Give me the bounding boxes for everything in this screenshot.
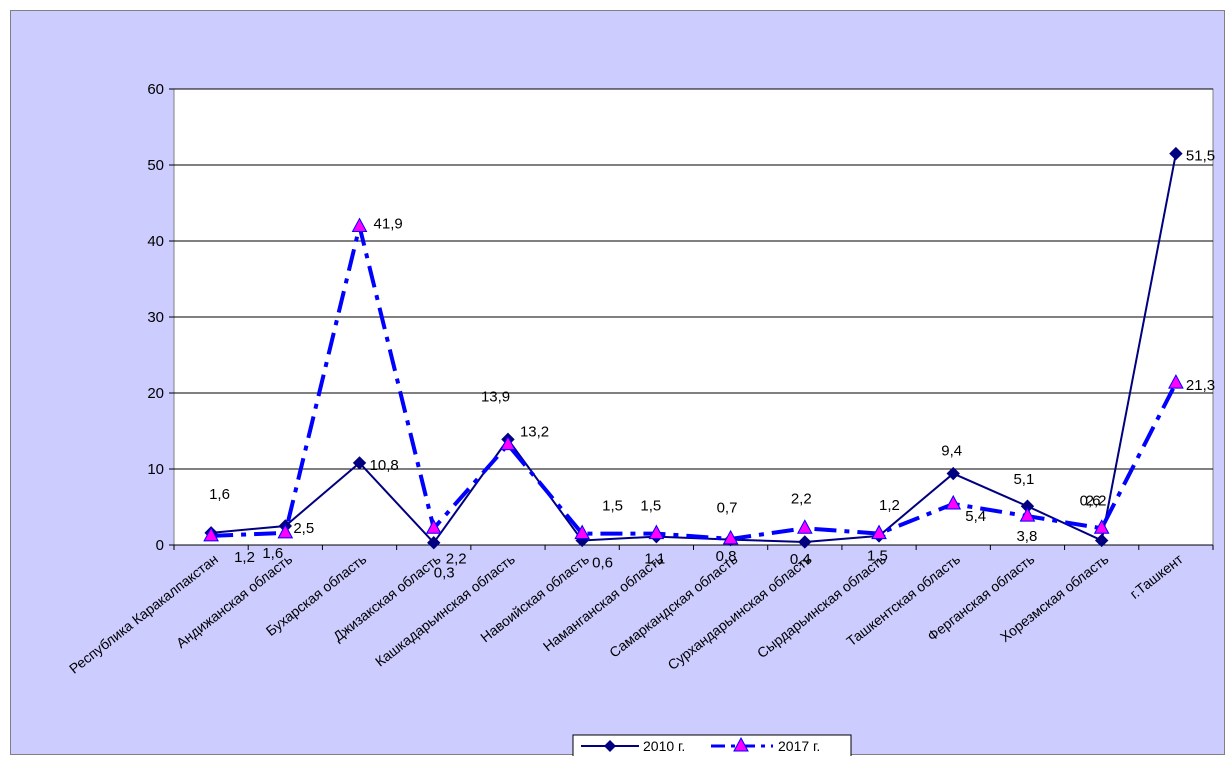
data-label-2010: 5,1 bbox=[1013, 471, 1034, 488]
data-label-2010: 0,7 bbox=[717, 500, 738, 517]
y-tick-label: 30 bbox=[147, 309, 164, 326]
marker-2010 bbox=[798, 535, 812, 549]
y-tick-label: 50 bbox=[147, 157, 164, 174]
legend-marker-2010 bbox=[604, 740, 616, 752]
marker-2017 bbox=[500, 435, 516, 451]
data-label-2017: 1,5 bbox=[867, 548, 888, 565]
marker-2017 bbox=[945, 494, 962, 510]
marker-2010 bbox=[946, 466, 960, 481]
data-label-2010: 1,6 bbox=[209, 486, 230, 503]
data-label-2017: 1,5 bbox=[640, 498, 661, 515]
y-tick-label: 0 bbox=[156, 537, 164, 554]
data-label-2010: 0,4 bbox=[790, 551, 811, 568]
x-tick-label: Республика Каракалпакстан bbox=[66, 551, 221, 677]
y-tick-label: 10 bbox=[147, 461, 164, 478]
data-label-2010: 0,6 bbox=[1080, 492, 1101, 509]
marker-2017 bbox=[351, 217, 368, 233]
y-tick-label: 20 bbox=[147, 385, 164, 402]
marker-2010 bbox=[352, 456, 367, 470]
marker-2017 bbox=[1093, 519, 1110, 534]
data-label-2017: 1,6 bbox=[262, 545, 283, 562]
data-label-2010: 9,4 bbox=[941, 443, 962, 460]
marker-2017 bbox=[871, 524, 887, 540]
marker-2017 bbox=[796, 519, 813, 534]
data-label-2010: 0,3 bbox=[434, 565, 455, 582]
data-label-2010: 2,5 bbox=[293, 520, 314, 537]
marker-2017 bbox=[648, 524, 665, 540]
marker-2017 bbox=[722, 529, 739, 545]
data-label-2017: 3,8 bbox=[1016, 528, 1037, 545]
data-label-2017: 1,2 bbox=[234, 549, 255, 566]
data-label-2017: 2,2 bbox=[1086, 492, 1107, 509]
data-label-2017: 13,2 bbox=[520, 424, 549, 441]
data-label-2017: 0,8 bbox=[716, 548, 737, 565]
y-tick-label: 40 bbox=[147, 233, 164, 250]
marker-2017 bbox=[1019, 507, 1036, 522]
legend-label-2017: 2017 г. bbox=[778, 738, 820, 754]
marker-2017 bbox=[425, 519, 442, 534]
x-tick-label: Сурхандарьинская область bbox=[665, 551, 815, 673]
data-label-2017: 41,9 bbox=[374, 216, 403, 233]
marker-2017 bbox=[574, 524, 591, 540]
legend-label-2010: 2010 г. bbox=[643, 738, 685, 754]
data-label-2010: 13,9 bbox=[481, 388, 510, 405]
data-label-2010: 10,8 bbox=[370, 457, 399, 474]
x-tick-label: Самаркандская область bbox=[606, 551, 740, 661]
legend-marker-2017 bbox=[733, 736, 749, 752]
marker-2017 bbox=[277, 523, 294, 539]
data-label-2010: 1,2 bbox=[879, 497, 900, 514]
data-label-2017: 5,4 bbox=[965, 508, 986, 525]
data-label-2017: 2,2 bbox=[791, 490, 812, 507]
data-label-2010: 0,6 bbox=[592, 554, 613, 571]
x-tick-label: г.Ташкент bbox=[1127, 550, 1187, 601]
marker-2010 bbox=[1094, 533, 1109, 548]
marker-2010 bbox=[1169, 146, 1183, 161]
data-label-2017: 21,3 bbox=[1186, 377, 1215, 394]
y-tick-label: 60 bbox=[147, 81, 164, 98]
chart-area: 0 10 20 30 40 50 60 Республика Каракалпакстан Ан… bbox=[10, 10, 1225, 756]
marker-2017 bbox=[203, 526, 219, 542]
marker-2010 bbox=[427, 536, 441, 550]
data-label-2010: 51,5 bbox=[1186, 148, 1215, 165]
series-line-2017 bbox=[211, 224, 1178, 541]
data-label-2010: 1,1 bbox=[644, 551, 665, 568]
marker-2017 bbox=[1168, 374, 1184, 389]
data-label-2017: 2,2 bbox=[446, 550, 467, 567]
x-tick-label: Сырдарьинская область bbox=[754, 551, 889, 661]
data-label-2017: 1,5 bbox=[602, 498, 623, 515]
